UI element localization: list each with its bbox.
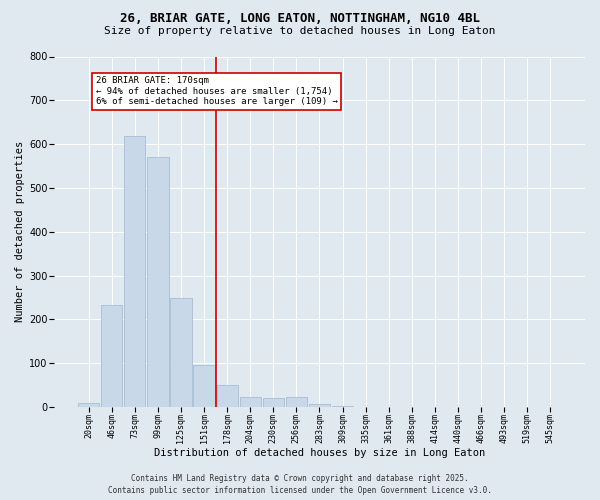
Bar: [286, 398, 307, 407]
Bar: [78, 402, 99, 407]
Bar: [147, 158, 169, 407]
Text: 26 BRIAR GATE: 170sqm
← 94% of detached houses are smaller (1,754)
6% of semi-de: 26 BRIAR GATE: 170sqm ← 94% of detached …: [95, 76, 337, 106]
Bar: [263, 398, 284, 407]
Bar: [101, 306, 122, 407]
Bar: [124, 136, 145, 407]
Bar: [170, 298, 191, 407]
Bar: [217, 385, 238, 407]
Text: Contains HM Land Registry data © Crown copyright and database right 2025.
Contai: Contains HM Land Registry data © Crown c…: [108, 474, 492, 495]
Y-axis label: Number of detached properties: Number of detached properties: [15, 141, 25, 322]
Bar: [309, 404, 330, 407]
Bar: [239, 398, 261, 407]
X-axis label: Distribution of detached houses by size in Long Eaton: Distribution of detached houses by size …: [154, 448, 485, 458]
Bar: [332, 406, 353, 407]
Bar: [193, 364, 215, 407]
Text: Size of property relative to detached houses in Long Eaton: Size of property relative to detached ho…: [104, 26, 496, 36]
Text: 26, BRIAR GATE, LONG EATON, NOTTINGHAM, NG10 4BL: 26, BRIAR GATE, LONG EATON, NOTTINGHAM, …: [120, 12, 480, 26]
